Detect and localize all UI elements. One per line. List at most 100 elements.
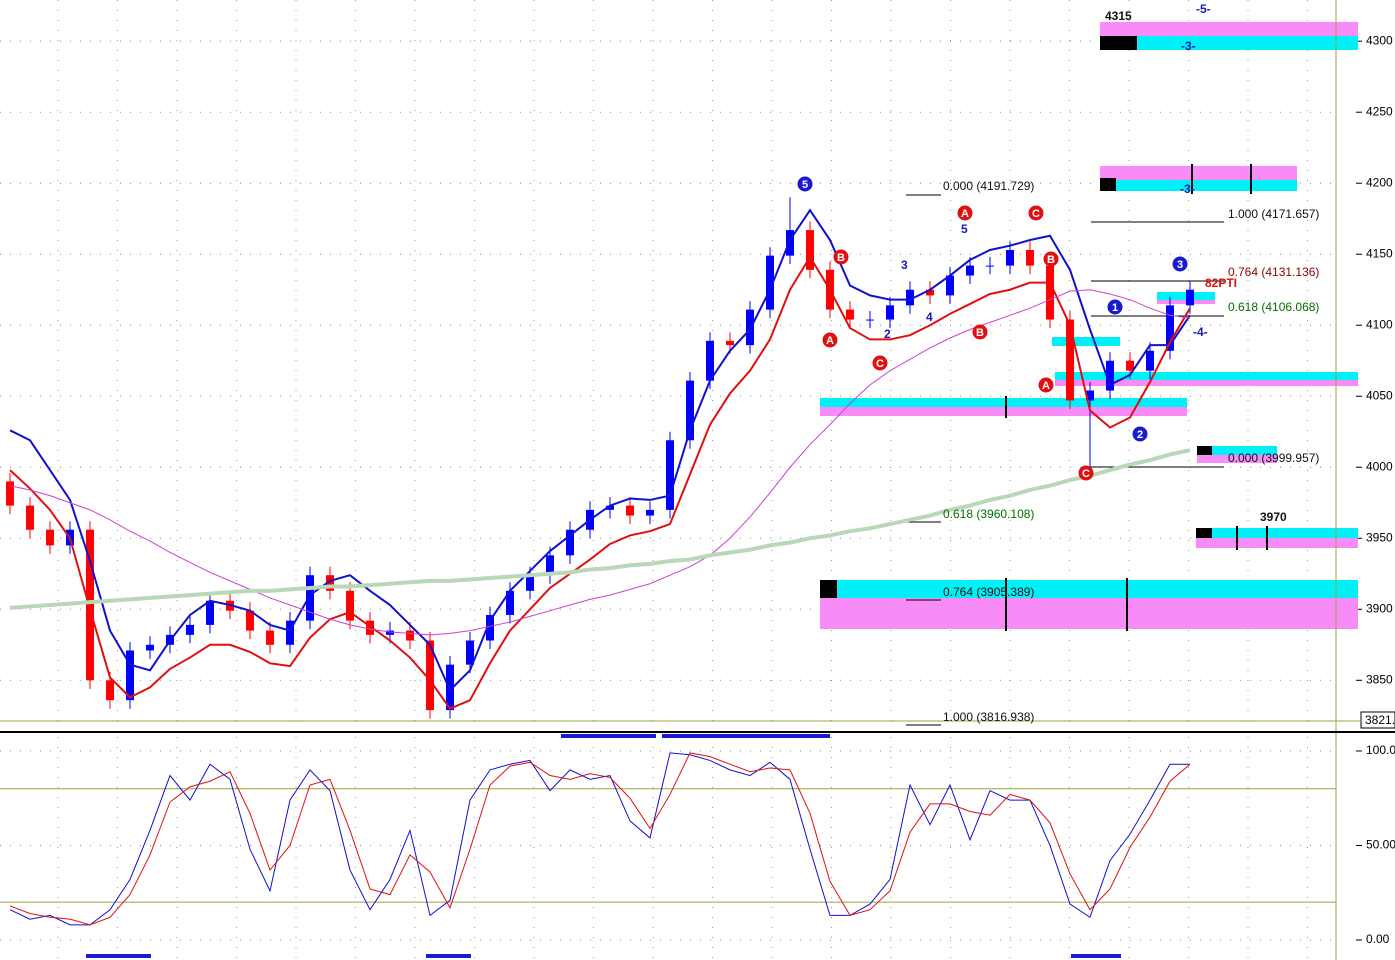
wave-marker [833, 249, 849, 265]
candle-body [1146, 350, 1154, 371]
candle-body [1046, 265, 1054, 320]
wave-marker [1078, 465, 1094, 481]
candle-body [246, 610, 254, 631]
candle-body [306, 575, 314, 621]
candle-body [546, 555, 554, 576]
candle-body [186, 624, 194, 635]
y-tick-label: 4300 [1366, 33, 1393, 47]
candle-body [366, 620, 374, 635]
zone-marker [1197, 446, 1212, 455]
zone [820, 580, 1358, 598]
candle-body [1006, 249, 1014, 266]
candle-body [326, 575, 334, 591]
candle-body [786, 230, 794, 256]
series-line [9, 208, 1191, 692]
annotation: -5- [1196, 2, 1211, 16]
candle-body [126, 650, 134, 701]
zone [1100, 22, 1358, 36]
candle-body [1026, 249, 1034, 266]
fib-label: 0.000 (3999.957) [1228, 451, 1319, 465]
zone [820, 598, 1358, 629]
wave-marker [1132, 426, 1148, 442]
wave-label: C [876, 358, 884, 370]
y-tick-label: 4000 [1366, 459, 1393, 473]
wave-marker [1107, 299, 1123, 315]
wave-label: 5 [802, 179, 808, 191]
zone-tick [1005, 578, 1007, 631]
zone-tick [1005, 396, 1007, 418]
candle-body [766, 255, 774, 310]
candle-body [886, 305, 894, 320]
candle-body [1086, 390, 1094, 401]
candle-body [446, 664, 454, 711]
fib-label: 0.764 (3905.389) [943, 585, 1034, 599]
fib-label: 1.000 (3816.938) [943, 710, 1034, 724]
candle-body [26, 505, 34, 530]
y-tick-label: 3850 [1366, 672, 1393, 686]
wave-label: B [837, 252, 845, 264]
wave-label: 4 [926, 310, 933, 324]
candle-body [806, 230, 814, 270]
y-tick-label: 0.00 [1366, 932, 1390, 946]
signal-bar [1071, 954, 1121, 958]
candle-body [6, 481, 14, 506]
candle-body [1166, 305, 1174, 351]
zone-marker [1100, 178, 1116, 191]
zone [1197, 446, 1277, 455]
wave-label: -4- [1193, 325, 1208, 339]
candle-body [286, 620, 294, 645]
zone-marker [1196, 528, 1212, 538]
fib-label: 0.618 (4106.068) [1228, 300, 1319, 314]
candle-body [626, 505, 634, 516]
wave-label: 2 [1137, 429, 1143, 441]
data-layer [6, 197, 1194, 926]
candle-body [506, 590, 514, 615]
candle-body [406, 630, 414, 641]
zone-tick [1236, 526, 1238, 550]
y-tick-label: 4050 [1366, 388, 1393, 402]
wave-marker [1043, 251, 1059, 267]
zone-marker [1100, 36, 1137, 50]
zone-tick [1266, 526, 1268, 550]
grid-layer [0, 0, 1362, 960]
candle-body [1106, 360, 1114, 391]
annotation: 82PTI [1205, 276, 1237, 290]
wave-label: C [1032, 208, 1040, 220]
wave-label: A [961, 208, 969, 220]
candle-body [946, 275, 954, 296]
candle-body [566, 529, 574, 556]
series-line [9, 255, 1191, 710]
candle-body [846, 309, 854, 320]
last-price-label: 3821. [1365, 713, 1395, 727]
zone [1052, 337, 1120, 346]
signal-bar [426, 954, 471, 958]
candle-body [906, 289, 914, 306]
candle-body [486, 614, 494, 641]
y-tick-label: 4250 [1366, 104, 1393, 118]
candle-body [146, 644, 154, 651]
series-line [9, 448, 1191, 610]
y-tick-label: 3950 [1366, 530, 1393, 544]
fib-label: 1.000 (4171.657) [1228, 207, 1319, 221]
y-tick-label: 3900 [1366, 601, 1393, 615]
wave-label: 5 [961, 222, 968, 236]
fib-label: 0.618 (3960.108) [943, 507, 1034, 521]
wave-label: 1 [1112, 302, 1118, 314]
candle-body [646, 509, 654, 516]
zone [1197, 455, 1277, 463]
zone [1100, 180, 1297, 191]
wave-label: A [826, 335, 834, 347]
candle-body [686, 380, 694, 441]
candle-body [106, 680, 114, 701]
y-tick-label: 50.00 [1366, 838, 1395, 852]
wave-marker [1028, 205, 1044, 221]
candle-body [866, 319, 874, 321]
y-tick-label: 4150 [1366, 246, 1393, 260]
zone [1100, 166, 1297, 180]
candle-body [726, 340, 734, 346]
y-tick-label: 4200 [1366, 175, 1393, 189]
zone [1196, 528, 1358, 538]
wave-marker [1038, 377, 1054, 393]
wave-marker [822, 332, 838, 348]
